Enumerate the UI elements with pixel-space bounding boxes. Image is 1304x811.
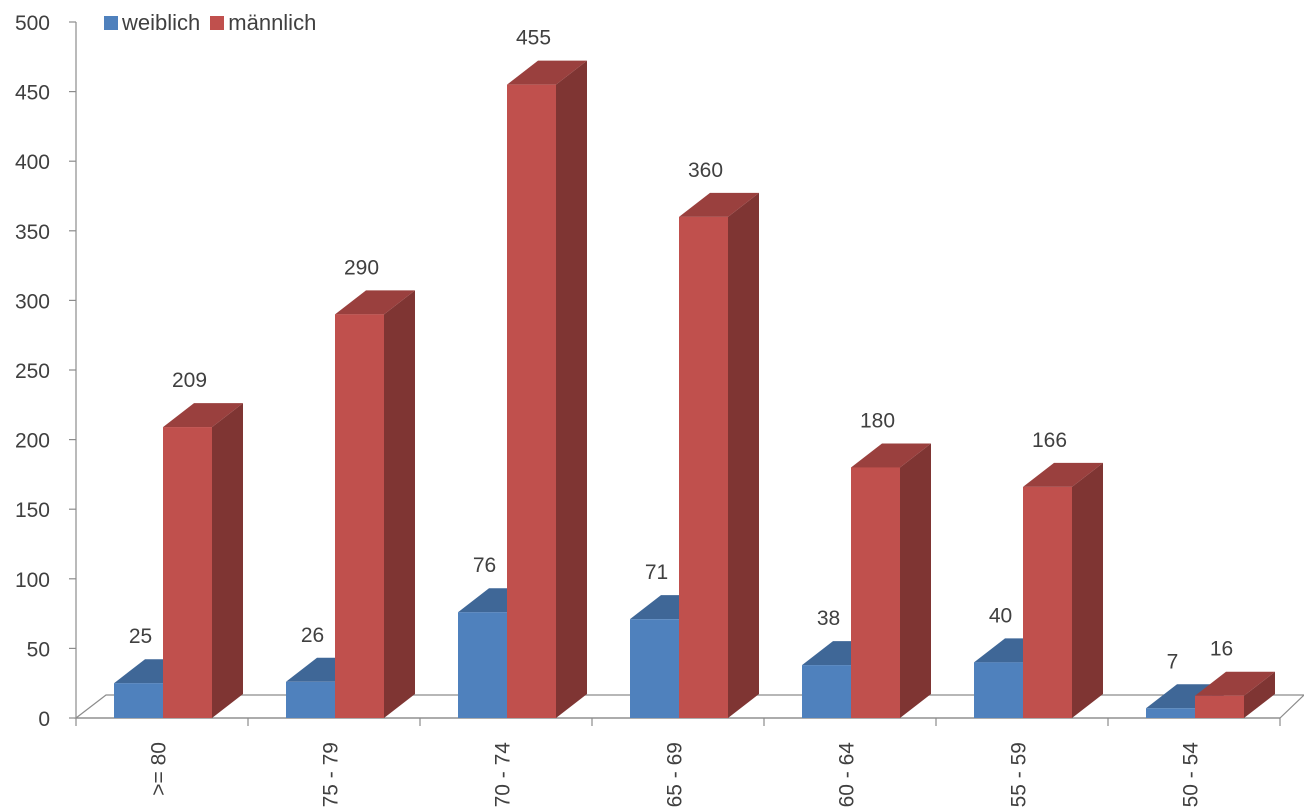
data-label: 26	[301, 624, 324, 647]
bar-side	[900, 443, 931, 718]
y-tick-label: 500	[15, 12, 50, 35]
bar-top	[163, 403, 243, 428]
data-label: 16	[1210, 638, 1233, 661]
y-tick-label: 400	[15, 151, 50, 174]
y-tick-label: 100	[15, 569, 50, 592]
bar-front	[507, 84, 556, 718]
data-label: 209	[172, 369, 207, 392]
bar-front	[458, 612, 507, 718]
bar-front	[1195, 695, 1244, 718]
bar-top	[851, 443, 931, 468]
y-tick-label: 250	[15, 360, 50, 383]
bar-side	[384, 290, 415, 718]
data-label: 40	[989, 604, 1012, 627]
bar-maennlich	[851, 443, 931, 718]
bar-side	[1244, 671, 1275, 718]
data-label: 25	[129, 625, 152, 648]
bar-front	[163, 427, 212, 718]
x-tick-label: 70 - 74	[491, 742, 514, 808]
y-tick-label: 50	[27, 638, 50, 661]
data-label: 455	[516, 27, 551, 50]
x-tick-label: 60 - 64	[835, 742, 858, 808]
bar-side	[556, 60, 587, 718]
bar-maennlich	[1023, 462, 1103, 718]
x-tick-label: >= 80	[147, 742, 170, 796]
legend-item-weiblich: weiblich	[104, 10, 200, 36]
y-tick-label: 0	[38, 708, 50, 731]
x-tick-label: 55 - 59	[1007, 742, 1030, 807]
bar-side	[728, 192, 759, 718]
bar-front	[114, 683, 163, 718]
bar-front	[335, 314, 384, 718]
bar-top	[507, 60, 587, 85]
data-label: 76	[473, 554, 496, 577]
bar-front	[679, 216, 728, 718]
bar-front	[630, 619, 679, 718]
data-label: 180	[860, 409, 895, 432]
bar-front	[286, 681, 335, 718]
bar-front	[802, 665, 851, 718]
data-label: 38	[817, 607, 840, 630]
bar-side	[212, 403, 243, 718]
legend-label-maennlich: männlich	[228, 10, 317, 35]
bar-front	[1146, 708, 1195, 718]
legend-swatch-maennlich	[210, 16, 225, 30]
legend-swatch-weiblich	[104, 16, 118, 30]
data-label: 71	[645, 561, 668, 584]
bar-top	[1023, 462, 1103, 487]
bar-top	[679, 192, 759, 217]
bar-top	[335, 290, 415, 315]
bar-maennlich	[679, 192, 759, 718]
bar-maennlich	[163, 403, 243, 718]
bar-front	[1023, 486, 1072, 718]
y-tick-label: 150	[15, 499, 50, 522]
x-tick-label: 75 - 79	[319, 742, 342, 807]
x-tick-label: 65 - 69	[663, 742, 686, 807]
bar-front	[851, 467, 900, 718]
legend: weiblich männlich	[104, 10, 326, 36]
bar-maennlich	[335, 290, 415, 718]
data-label: 166	[1032, 429, 1067, 452]
x-tick-label: 50 - 54	[1179, 742, 1202, 808]
data-label: 360	[688, 159, 723, 182]
bar-top	[1195, 671, 1275, 696]
bar-side	[1072, 462, 1103, 718]
legend-label-weiblich: weiblich	[122, 10, 201, 35]
data-label: 7	[1167, 650, 1179, 673]
y-tick-label: 350	[15, 221, 50, 244]
bar-maennlich	[1195, 671, 1275, 718]
y-tick-label: 200	[15, 430, 50, 453]
legend-item-maennlich: männlich	[210, 10, 316, 36]
bar-maennlich	[507, 60, 587, 718]
y-tick-label: 300	[15, 290, 50, 313]
data-label: 290	[344, 256, 379, 279]
bar-front	[974, 662, 1023, 718]
y-tick-label: 450	[15, 82, 50, 105]
